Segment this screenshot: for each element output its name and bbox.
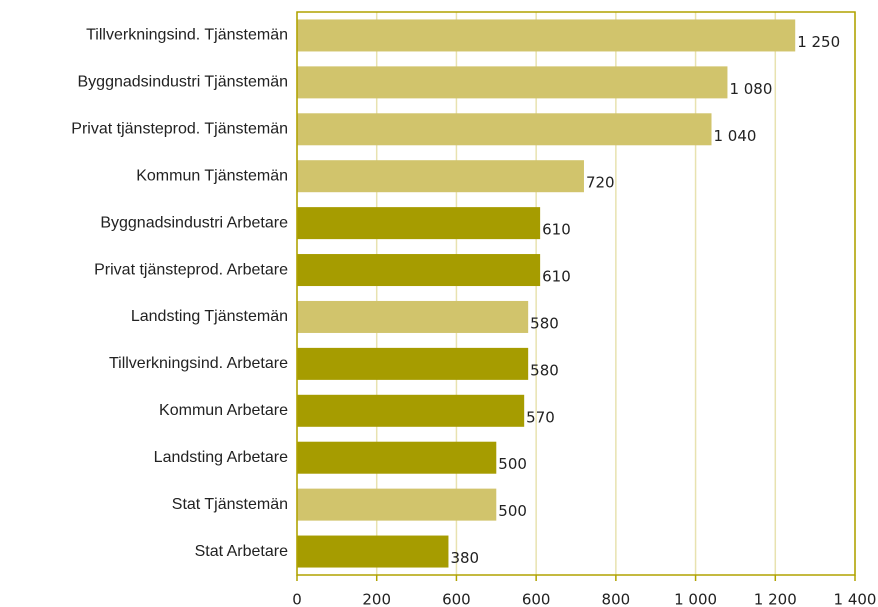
value-label: 570 xyxy=(526,408,555,426)
x-tick-label: 1 200 xyxy=(754,591,797,607)
value-label: 500 xyxy=(498,502,527,520)
value-label: 580 xyxy=(530,314,559,332)
value-label: 1 250 xyxy=(797,33,840,51)
x-tick-label: 600 xyxy=(442,591,471,607)
bar xyxy=(297,254,541,287)
value-label: 610 xyxy=(542,268,571,286)
y-tick-label: Byggnadsindustri Tjänstemän xyxy=(78,74,289,91)
bar xyxy=(297,394,525,427)
bar xyxy=(297,488,497,521)
bar xyxy=(297,66,728,99)
value-label: 380 xyxy=(450,549,479,567)
value-label: 580 xyxy=(530,361,559,379)
bar xyxy=(297,441,497,474)
y-tick-label: Kommun Tjänstemän xyxy=(136,167,288,184)
y-tick-label: Tillverkningsind. Arbetare xyxy=(109,355,288,372)
bar xyxy=(297,19,796,52)
y-tick-label: Tillverkningsind. Tjänstemän xyxy=(86,27,288,44)
value-label: 1 040 xyxy=(714,127,757,145)
value-label: 500 xyxy=(498,455,527,473)
y-tick-label: Byggnadsindustri Arbetare xyxy=(100,214,288,231)
bar xyxy=(297,113,712,146)
y-tick-label: Landsting Arbetare xyxy=(154,449,288,466)
x-tick-label: 1 400 xyxy=(834,591,877,607)
x-tick-label: 200 xyxy=(362,591,391,607)
value-label: 1 080 xyxy=(729,80,772,98)
y-tick-label: Landsting Tjänstemän xyxy=(131,308,288,325)
y-tick-label: Privat tjänsteprod. Tjänstemän xyxy=(71,121,288,138)
y-tick-label: Stat Tjänstemän xyxy=(172,496,288,513)
plot-frame xyxy=(296,11,856,576)
y-tick-label: Kommun Arbetare xyxy=(159,402,288,419)
y-tick-label: Privat tjänsteprod. Arbetare xyxy=(94,261,288,278)
value-label: 720 xyxy=(586,174,615,192)
bar xyxy=(297,535,449,568)
x-tick-label: 600 xyxy=(522,591,551,607)
x-tick-label: 800 xyxy=(602,591,631,607)
bar xyxy=(297,160,584,193)
x-tick-label: 0 xyxy=(292,591,302,607)
bar xyxy=(297,207,541,240)
x-tick-label: 1 000 xyxy=(674,591,717,607)
bar xyxy=(297,347,529,380)
bar xyxy=(297,300,529,333)
value-label: 610 xyxy=(542,221,571,239)
y-tick-label: Stat Arbetare xyxy=(195,543,288,560)
